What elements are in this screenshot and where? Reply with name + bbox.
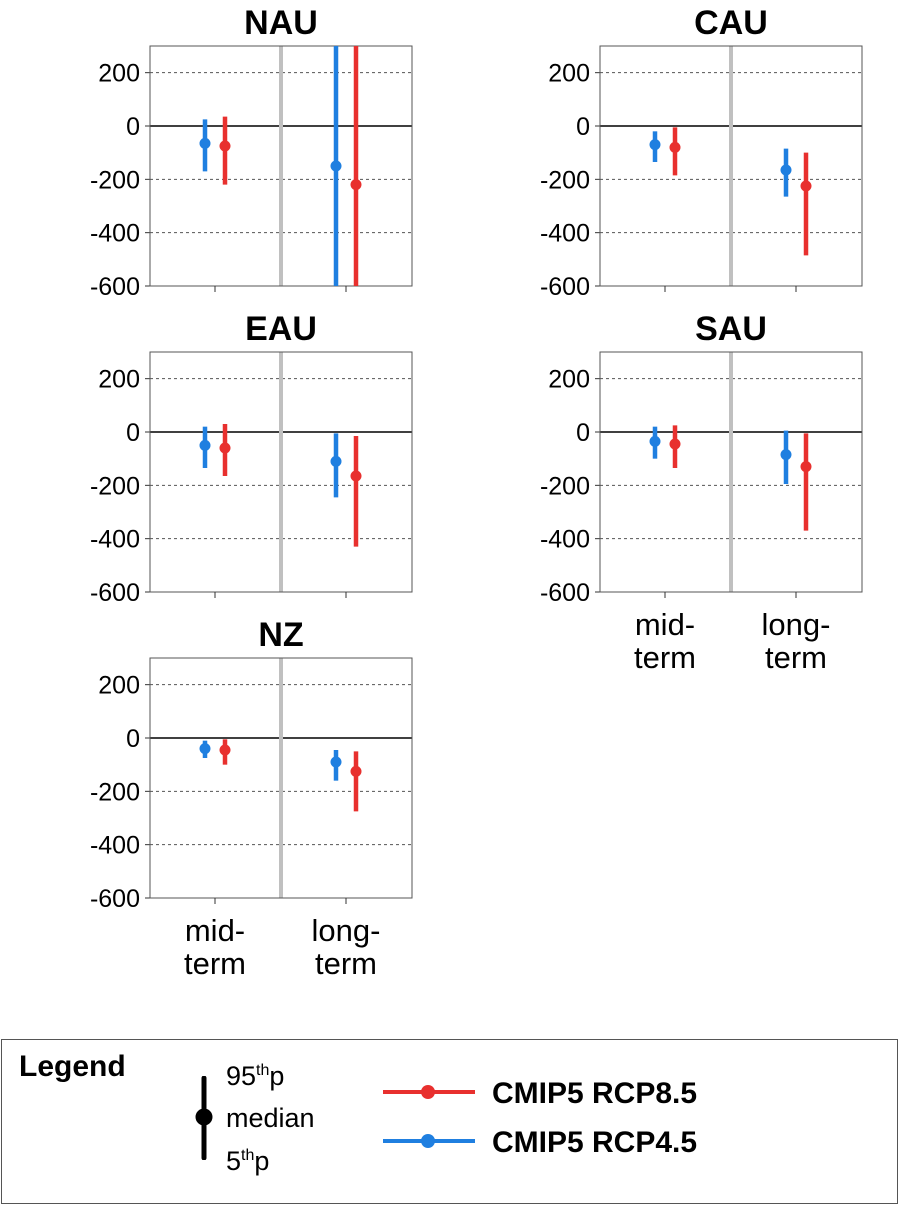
median-point (219, 442, 231, 454)
y-tick-label: 200 (548, 60, 590, 88)
x-tick-label: long- (312, 913, 381, 948)
panel-eau: EAU 200 0 -200 -400 -600 (90, 310, 413, 607)
legend-rcp85-swatch (383, 1085, 475, 1099)
panel-nau: NAU 200 0 -200 -400 -600 (90, 4, 413, 301)
legend-rcp45-label: CMIP5 RCP4.5 (492, 1126, 698, 1159)
panel-frame (149, 351, 413, 593)
median-point (330, 455, 342, 467)
median-point (350, 179, 362, 191)
median-point (350, 470, 362, 482)
median-point (199, 439, 211, 451)
y-tick-label: -600 (90, 579, 140, 607)
median-point (330, 160, 342, 172)
figure: NAU2000-200-400-600CAU2000-200-400-600EA… (90, 4, 863, 981)
y-tick-label: -400 (90, 220, 140, 248)
y-tick-label: -400 (540, 526, 590, 554)
panel-title: NAU (244, 4, 318, 42)
median-point (649, 435, 661, 447)
y-tick-label: -400 (540, 220, 590, 248)
percentile-key-icon (195, 1076, 213, 1160)
x-tick-label: mid- (635, 607, 695, 642)
x-tick-label: long- (762, 607, 831, 642)
median-point (800, 180, 812, 192)
x-tick-label: term (634, 640, 696, 675)
y-tick-label: -400 (90, 832, 140, 860)
panel-frame (149, 45, 413, 287)
y-tick-label: -600 (540, 273, 590, 301)
y-tick-label: 200 (548, 366, 590, 394)
y-tick-label: -600 (90, 273, 140, 301)
median-point (199, 137, 211, 149)
median-point (780, 164, 792, 176)
legend-title: Legend (19, 1050, 126, 1083)
median-point (649, 139, 661, 151)
x-tick-label: term (765, 640, 827, 675)
y-tick-label: 200 (98, 366, 140, 394)
y-tick-label: -400 (90, 526, 140, 554)
x-tick-label: term (184, 946, 246, 981)
y-tick-label: 0 (126, 113, 140, 141)
legend-p95-label: 95thp (226, 1061, 285, 1091)
panel-title: NZ (258, 616, 303, 654)
median-point (330, 756, 342, 768)
panel-frame (599, 45, 863, 287)
y-tick-label: -200 (90, 472, 140, 500)
legend-rcp45-swatch (383, 1134, 475, 1148)
median-point (219, 140, 231, 152)
y-tick-label: -200 (540, 472, 590, 500)
y-tick-label: 0 (576, 419, 590, 447)
panel-title: CAU (694, 4, 768, 42)
legend-rcp85-label: CMIP5 RCP8.5 (492, 1077, 698, 1110)
y-tick-label: 200 (98, 672, 140, 700)
panel-cau: CAU 200 0 -200 -400 -600 (540, 4, 863, 301)
median-point (780, 449, 792, 461)
y-tick-label: -600 (90, 885, 140, 913)
y-tick-label: -200 (90, 166, 140, 194)
panel-title: EAU (245, 310, 317, 348)
panel-frame (149, 657, 413, 899)
median-point (219, 744, 231, 756)
median-point (350, 765, 362, 777)
y-tick-label: 0 (576, 113, 590, 141)
y-tick-label: 0 (126, 725, 140, 753)
panel-title: SAU (695, 310, 767, 348)
median-point (669, 141, 681, 153)
y-tick-label: -200 (90, 778, 140, 806)
median-point (669, 438, 681, 450)
legend: Legend 95thp median 5thp CMIP5 RCP8.5 CM… (1, 1039, 898, 1204)
x-tick-label: mid- (185, 913, 245, 948)
y-tick-label: 0 (126, 419, 140, 447)
panel-frame (599, 351, 863, 593)
y-tick-label: -200 (540, 166, 590, 194)
median-point (800, 461, 812, 473)
y-tick-label: 200 (98, 60, 140, 88)
legend-p5-label: 5thp (226, 1146, 270, 1176)
median-point (199, 743, 211, 755)
y-tick-label: -600 (540, 579, 590, 607)
legend-median-label: median (226, 1103, 315, 1133)
x-tick-label: term (315, 946, 377, 981)
